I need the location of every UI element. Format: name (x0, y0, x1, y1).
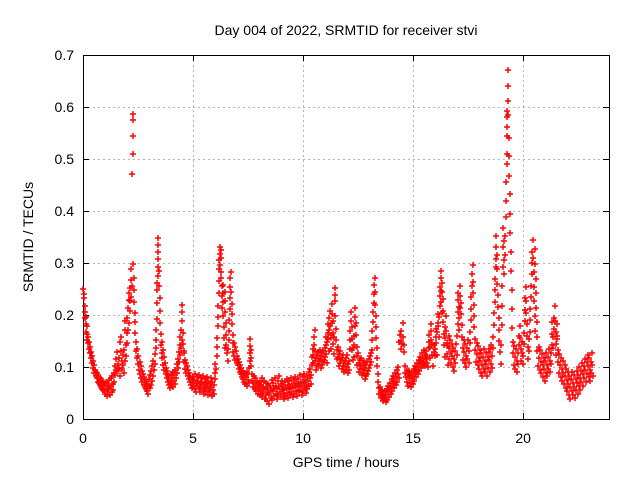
y-tick-label: 0.3 (55, 255, 75, 271)
y-tick-label: 0 (66, 411, 74, 427)
x-tick-label: 10 (295, 430, 311, 446)
x-tick-label: 5 (189, 430, 197, 446)
x-tick-label: 15 (405, 430, 421, 446)
scatter-points (80, 67, 596, 407)
x-tick-label: 20 (515, 430, 531, 446)
y-tick-label: 0.6 (55, 99, 75, 115)
y-tick-label: 0.4 (55, 203, 75, 219)
x-tick-label: 0 (79, 430, 87, 446)
y-tick-label: 0.7 (55, 47, 75, 63)
plot-border (83, 55, 610, 420)
grid-lines (83, 55, 609, 419)
chart-title: Day 004 of 2022, SRMTID for receiver stv… (214, 22, 478, 38)
y-tick-label: 0.1 (55, 359, 75, 375)
y-tick-label: 0.5 (55, 151, 75, 167)
y-tick-label: 0.2 (55, 307, 75, 323)
x-axis-label: GPS time / hours (292, 454, 400, 470)
